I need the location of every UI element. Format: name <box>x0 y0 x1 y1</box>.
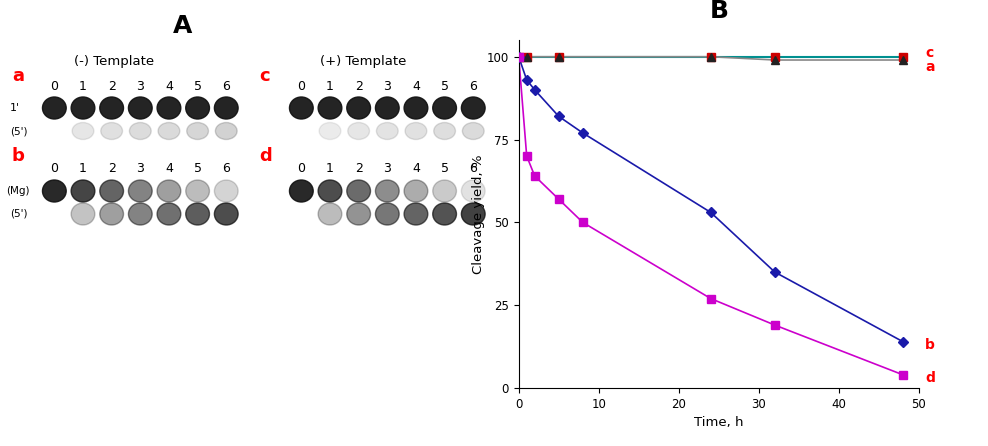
Ellipse shape <box>128 97 152 119</box>
Ellipse shape <box>375 180 399 202</box>
Ellipse shape <box>404 97 428 119</box>
Ellipse shape <box>375 97 399 119</box>
Text: 6: 6 <box>222 162 230 175</box>
Text: (Mg): (Mg) <box>6 186 30 196</box>
Text: 1: 1 <box>79 79 87 92</box>
Text: 2: 2 <box>355 162 363 175</box>
Text: a: a <box>12 67 24 85</box>
Text: d: d <box>925 371 935 385</box>
Ellipse shape <box>157 203 181 225</box>
Ellipse shape <box>289 180 313 202</box>
Ellipse shape <box>376 123 398 140</box>
Ellipse shape <box>128 203 152 225</box>
Text: (5'): (5') <box>10 209 28 219</box>
Ellipse shape <box>215 123 237 140</box>
Ellipse shape <box>157 97 181 119</box>
Ellipse shape <box>71 180 95 202</box>
Text: 2: 2 <box>108 79 116 92</box>
Y-axis label: Cleavage yield, %: Cleavage yield, % <box>472 154 485 274</box>
Ellipse shape <box>318 97 342 119</box>
Text: 5: 5 <box>194 162 202 175</box>
Text: 5: 5 <box>194 79 202 92</box>
Text: (+) Template: (+) Template <box>320 54 407 67</box>
Text: c: c <box>925 46 934 60</box>
Ellipse shape <box>128 180 152 202</box>
Ellipse shape <box>214 180 238 202</box>
Text: 2: 2 <box>108 162 116 175</box>
Ellipse shape <box>42 97 66 119</box>
Text: 6: 6 <box>469 79 477 92</box>
Text: 0: 0 <box>297 162 305 175</box>
Ellipse shape <box>157 180 181 202</box>
Ellipse shape <box>71 203 95 225</box>
Ellipse shape <box>433 97 456 119</box>
Text: 3: 3 <box>136 79 144 92</box>
Ellipse shape <box>100 180 124 202</box>
Text: a: a <box>925 60 935 74</box>
Ellipse shape <box>319 123 341 140</box>
Ellipse shape <box>461 203 485 225</box>
Ellipse shape <box>404 203 428 225</box>
Text: 1: 1 <box>79 162 87 175</box>
Ellipse shape <box>405 123 427 140</box>
Ellipse shape <box>433 203 456 225</box>
Text: B: B <box>709 0 728 23</box>
Ellipse shape <box>348 123 370 140</box>
Ellipse shape <box>433 180 456 202</box>
Ellipse shape <box>214 203 238 225</box>
Ellipse shape <box>289 97 313 119</box>
Text: (5'): (5') <box>10 126 28 136</box>
Text: 1: 1 <box>326 79 334 92</box>
Ellipse shape <box>404 180 428 202</box>
Text: 6: 6 <box>222 79 230 92</box>
Text: 1: 1 <box>326 162 334 175</box>
Text: 4: 4 <box>412 79 420 92</box>
Ellipse shape <box>461 180 485 202</box>
Text: (-) Template: (-) Template <box>73 54 154 67</box>
Ellipse shape <box>347 97 370 119</box>
X-axis label: Time, h: Time, h <box>694 416 744 429</box>
Text: 0: 0 <box>297 79 305 92</box>
Text: 4: 4 <box>165 162 173 175</box>
Ellipse shape <box>214 97 238 119</box>
Text: c: c <box>259 67 270 85</box>
Text: 3: 3 <box>383 79 391 92</box>
Text: 5: 5 <box>441 79 449 92</box>
Ellipse shape <box>347 180 370 202</box>
Ellipse shape <box>100 203 124 225</box>
Ellipse shape <box>187 123 208 140</box>
Text: 3: 3 <box>383 162 391 175</box>
Ellipse shape <box>347 203 370 225</box>
Ellipse shape <box>461 97 485 119</box>
Ellipse shape <box>101 123 123 140</box>
Ellipse shape <box>72 123 94 140</box>
Text: 0: 0 <box>50 162 58 175</box>
Text: 5: 5 <box>441 162 449 175</box>
Text: 6: 6 <box>469 162 477 175</box>
Ellipse shape <box>42 180 66 202</box>
Text: 2: 2 <box>355 79 363 92</box>
Ellipse shape <box>129 123 151 140</box>
Ellipse shape <box>318 180 342 202</box>
Ellipse shape <box>186 97 209 119</box>
Text: 0: 0 <box>50 79 58 92</box>
Ellipse shape <box>158 123 180 140</box>
Ellipse shape <box>186 203 209 225</box>
Ellipse shape <box>100 97 124 119</box>
Ellipse shape <box>462 123 484 140</box>
Ellipse shape <box>434 123 455 140</box>
Text: b: b <box>12 147 25 165</box>
Text: 4: 4 <box>412 162 420 175</box>
Text: 3: 3 <box>136 162 144 175</box>
Text: 1': 1' <box>10 103 20 113</box>
Text: A: A <box>173 14 193 38</box>
Ellipse shape <box>375 203 399 225</box>
Ellipse shape <box>186 180 209 202</box>
Text: b: b <box>925 338 935 352</box>
Text: d: d <box>259 147 272 165</box>
Ellipse shape <box>71 97 95 119</box>
Text: 4: 4 <box>165 79 173 92</box>
Ellipse shape <box>318 203 342 225</box>
